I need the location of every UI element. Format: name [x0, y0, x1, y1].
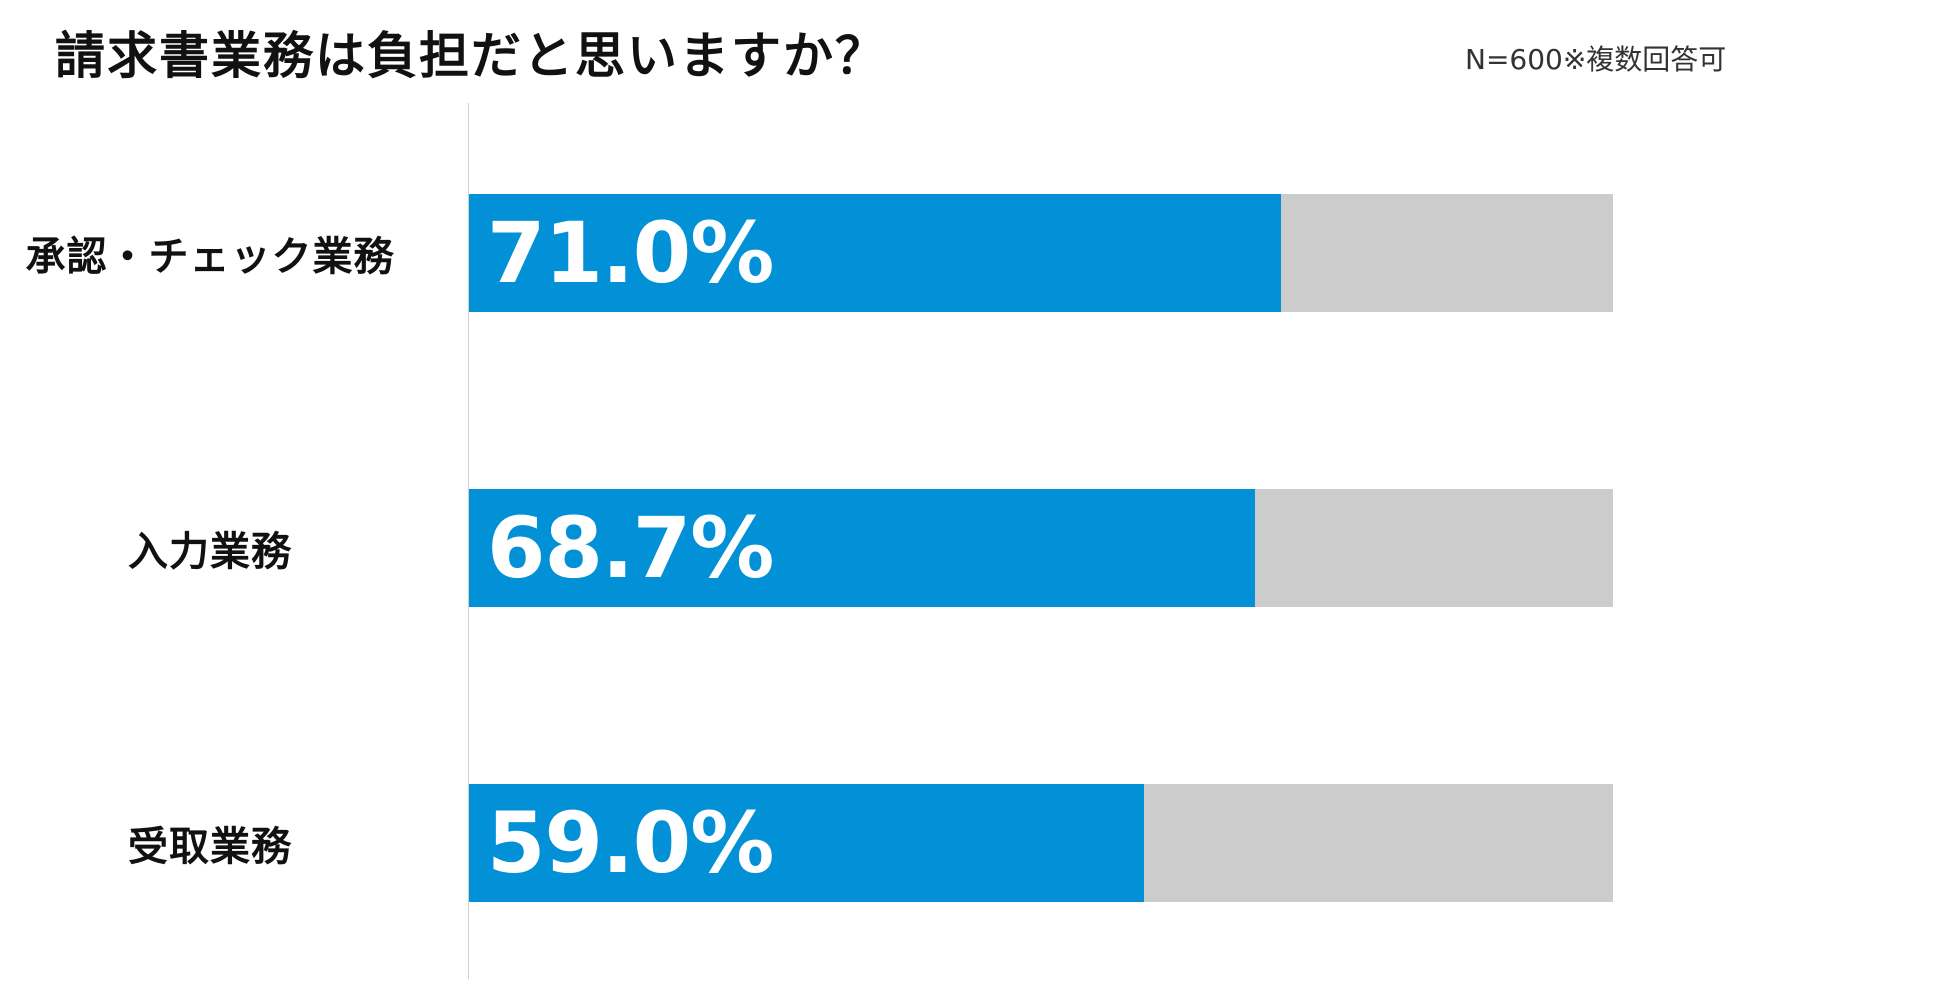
bar-track: 59.0% — [469, 784, 1613, 902]
bar-track: 71.0% — [469, 194, 1613, 312]
category-label: 承認・チェック業務 — [25, 234, 395, 280]
category-label: 受取業務 — [128, 824, 292, 870]
bar: 71.0% — [469, 194, 1282, 312]
sample-note: N=600※複数回答可 — [1465, 43, 1727, 76]
bar-row: 受取業務 59.0% — [0, 784, 1950, 902]
data-label: 68.7% — [487, 499, 774, 597]
category-axis-line — [468, 103, 469, 979]
bar-row: 承認・チェック業務 71.0% — [0, 194, 1950, 312]
bar: 68.7% — [469, 489, 1255, 607]
data-label: 71.0% — [487, 204, 774, 302]
chart-title: 請求書業務は負担だと思いますか？ — [55, 27, 887, 85]
bar-row: 入力業務 68.7% — [0, 489, 1950, 607]
bar: 59.0% — [469, 784, 1144, 902]
category-label: 入力業務 — [128, 529, 292, 575]
data-label: 59.0% — [487, 794, 774, 892]
bar-track: 68.7% — [469, 489, 1613, 607]
